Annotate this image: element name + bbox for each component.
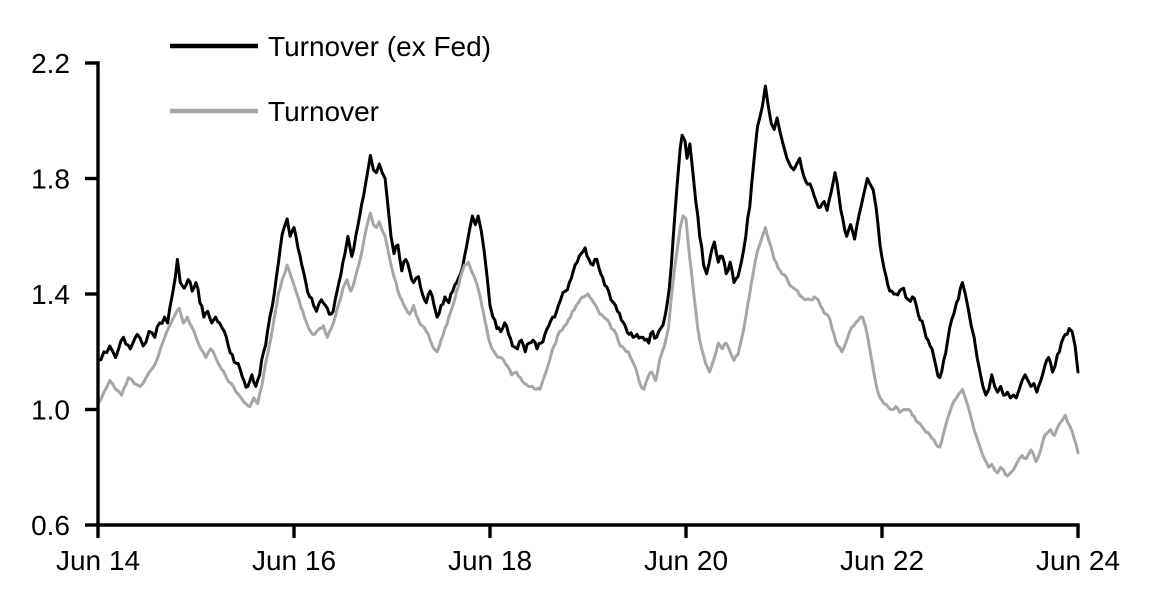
series-line-0 [96, 84, 1080, 400]
legend-item: Turnover [170, 96, 379, 127]
series-lines [96, 84, 1080, 478]
x-tick-label: Jun 16 [252, 545, 336, 576]
x-tick-label: Jun 24 [1036, 545, 1120, 576]
x-tick-label: Jun 20 [644, 545, 728, 576]
y-tick-label: 1.0 [31, 395, 70, 426]
x-tick-label: Jun 14 [56, 545, 140, 576]
legend-label: Turnover (ex Fed) [268, 31, 491, 62]
y-tick-label: 1.8 [31, 164, 70, 195]
series-line-1 [96, 211, 1080, 478]
y-tick-label: 1.4 [31, 279, 70, 310]
legend-label: Turnover [268, 96, 379, 127]
x-tick-label: Jun 22 [840, 545, 924, 576]
y-tick-label: 2.2 [31, 48, 70, 79]
axes: 0.6 1.0 1.4 1.8 2.2 Jun 14 Jun 16 Jun 18 Jun 20 J… [31, 48, 1120, 576]
legend-item: Turnover (ex Fed) [170, 31, 491, 62]
legend: Turnover (ex Fed) Turnover [170, 31, 491, 127]
y-tick-label: 0.6 [31, 510, 70, 541]
x-tick-label: Jun 18 [448, 545, 532, 576]
